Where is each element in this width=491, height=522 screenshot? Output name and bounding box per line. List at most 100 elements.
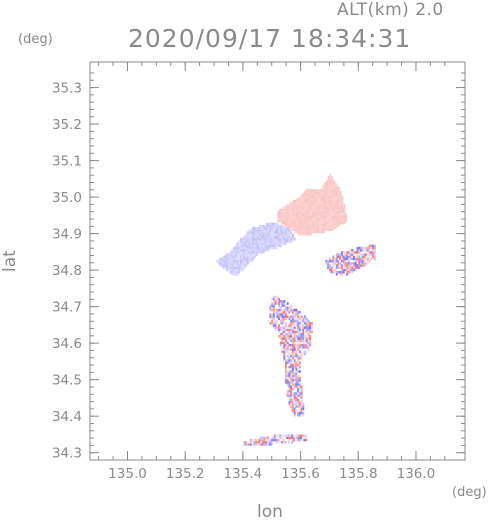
- heatmap-cell: [288, 231, 291, 234]
- heatmap-cell: [285, 363, 287, 367]
- heatmap-cell: [276, 313, 279, 316]
- heatmap-cell: [337, 262, 340, 265]
- heatmap-cell: [243, 240, 246, 243]
- heatmap-cell: [315, 200, 318, 203]
- heatmap-cell: [285, 368, 287, 371]
- heatmap-cell: [326, 189, 328, 192]
- x-tick-label: 135.6: [281, 466, 320, 482]
- heatmap-cell: [241, 251, 244, 254]
- heatmap-cell: [312, 202, 315, 205]
- heatmap-cell: [366, 249, 369, 252]
- heatmap-cell: [334, 270, 336, 274]
- heatmap-cell: [305, 215, 308, 218]
- heatmap-cell: [294, 213, 297, 216]
- heatmap-cell: [310, 217, 313, 220]
- heatmap-cell: [334, 213, 337, 216]
- heatmap-cell: [306, 226, 309, 229]
- heatmap-cell: [293, 319, 296, 323]
- heatmap-cell: [278, 335, 281, 338]
- heatmap-cell: [339, 262, 342, 265]
- heatmap-cell: [295, 322, 298, 325]
- heatmap-cell: [306, 228, 309, 231]
- heatmap-cell: [286, 434, 289, 437]
- heatmap-cell: [317, 202, 320, 205]
- heatmap-cell: [231, 257, 234, 261]
- heatmap-cell: [332, 189, 335, 192]
- heatmap-cell: [358, 266, 361, 269]
- heatmap-cell: [329, 191, 332, 194]
- heatmap-cell: [313, 197, 316, 201]
- heatmap-cell: [326, 195, 328, 199]
- heatmap-cell: [331, 189, 334, 192]
- heatmap-cell: [279, 315, 282, 318]
- heatmap-cell: [243, 264, 246, 267]
- heatmap-cell: [286, 374, 289, 378]
- heatmap-cell: [353, 255, 356, 258]
- heatmap-cell: [303, 193, 306, 196]
- heatmap-cell: [238, 255, 241, 258]
- heatmap-cell: [336, 211, 339, 214]
- heatmap-cell: [320, 191, 323, 194]
- heatmap-cell: [329, 180, 332, 183]
- heatmap-cell: [278, 317, 281, 321]
- heatmap-cell: [271, 306, 274, 310]
- heatmap-cell: [288, 324, 291, 327]
- heatmap-cell: [366, 259, 369, 263]
- heatmap-cell: [269, 313, 272, 316]
- heatmap-cell: [291, 211, 294, 214]
- heatmap-cell: [249, 443, 252, 446]
- heatmap-cell: [372, 246, 375, 250]
- heatmap-cell: [349, 266, 352, 269]
- heatmap-cell: [311, 326, 313, 329]
- heatmap-cell: [320, 213, 323, 216]
- heatmap-cell: [306, 200, 309, 203]
- heatmap-cell: [233, 255, 236, 258]
- heatmap-cell: [301, 195, 304, 199]
- heatmap-cell: [264, 229, 267, 232]
- heatmap-cell: [326, 211, 328, 214]
- heatmap-cell: [308, 228, 311, 231]
- heatmap-cell: [288, 308, 291, 312]
- heatmap-cell: [306, 189, 309, 192]
- heatmap-cell: [331, 228, 334, 231]
- heatmap-cell: [337, 264, 340, 267]
- heatmap-cell: [305, 232, 308, 236]
- heatmap-cell: [301, 202, 304, 205]
- heatmap-cell: [363, 246, 366, 250]
- heatmap-cell: [274, 326, 277, 329]
- heatmap-cell: [344, 253, 347, 256]
- heatmap-cell: [305, 350, 308, 353]
- heatmap-cell: [246, 246, 249, 250]
- heatmap-cell: [319, 228, 321, 231]
- heatmap-cell: [288, 365, 291, 369]
- heatmap-cell: [332, 226, 335, 229]
- heatmap-cell: [290, 381, 293, 384]
- heatmap-cell: [253, 246, 256, 250]
- heatmap-cell: [339, 195, 342, 199]
- heatmap-cell: [332, 262, 335, 265]
- heatmap-cell: [317, 189, 320, 192]
- heatmap-cell: [260, 251, 263, 254]
- heatmap-cell: [269, 231, 272, 234]
- heatmap-cell: [252, 257, 255, 261]
- heatmap-cell: [317, 228, 320, 231]
- heatmap-cell: [319, 206, 321, 210]
- heatmap-cell: [286, 238, 289, 241]
- heatmap-cell: [229, 259, 232, 263]
- heatmap-cell: [339, 204, 342, 207]
- heatmap-cell: [276, 227, 279, 230]
- heatmap-cell: [298, 230, 301, 234]
- heatmap-cell: [294, 206, 297, 210]
- heatmap-cell: [260, 249, 263, 252]
- heatmap-cell: [327, 191, 330, 194]
- heatmap-cell: [283, 240, 286, 243]
- heatmap-cell: [271, 302, 274, 305]
- heatmap-cell: [284, 217, 287, 220]
- heatmap-cell: [356, 257, 359, 261]
- heatmap-cell: [305, 337, 308, 340]
- heatmap-cell: [342, 262, 345, 265]
- heatmap-cell: [290, 352, 293, 356]
- heatmap-cell: [373, 257, 376, 261]
- heatmap-cell: [305, 224, 308, 227]
- heatmap-cell: [281, 324, 284, 327]
